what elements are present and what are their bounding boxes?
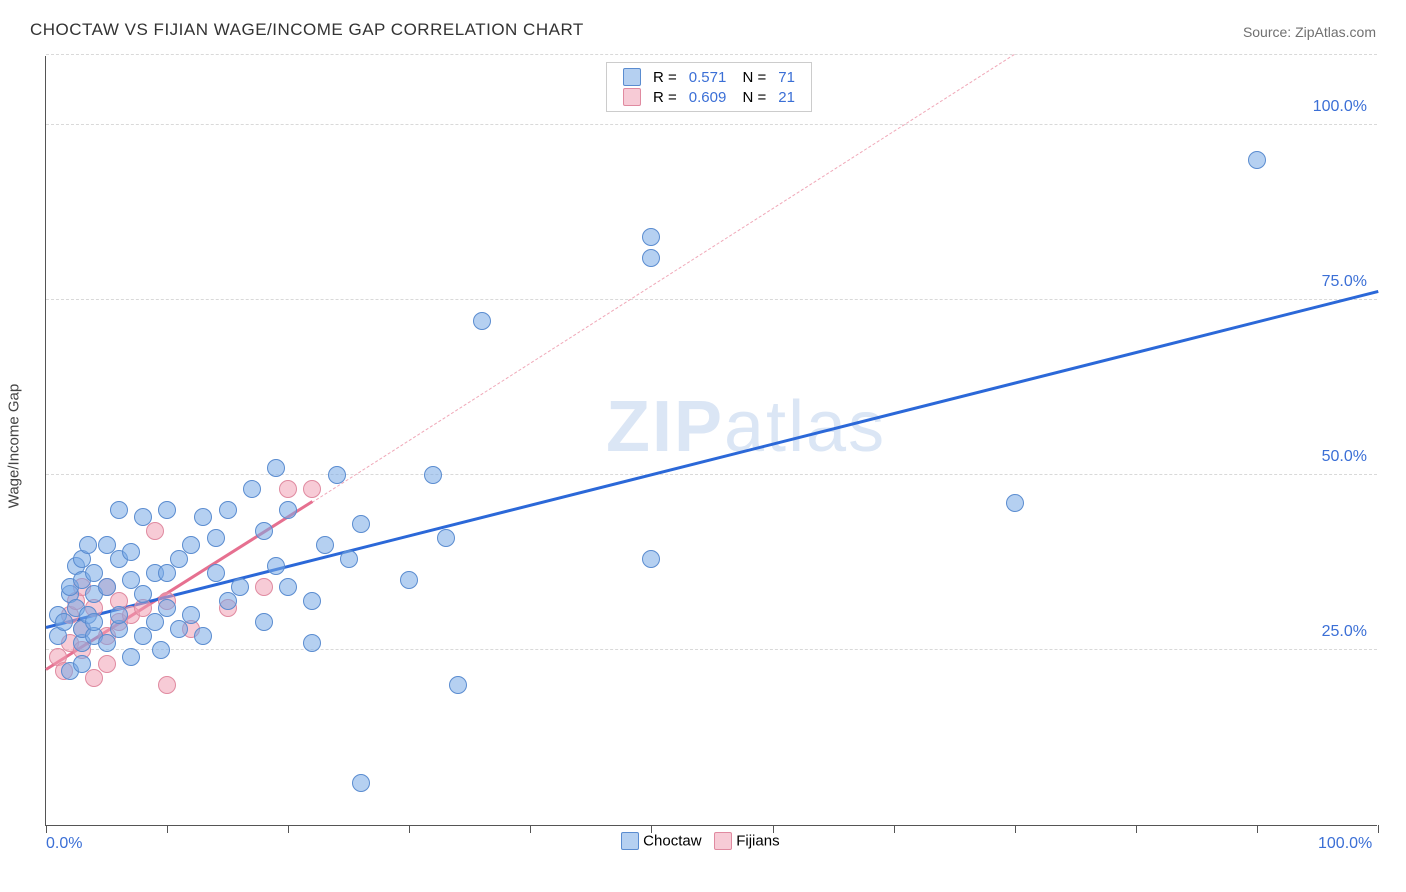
data-point bbox=[255, 613, 273, 631]
gridline bbox=[46, 299, 1377, 300]
swatch-icon bbox=[623, 88, 641, 106]
swatch-icon bbox=[714, 832, 732, 850]
data-point bbox=[303, 480, 321, 498]
data-point bbox=[98, 655, 116, 673]
data-point bbox=[73, 655, 91, 673]
data-point bbox=[328, 466, 346, 484]
gridline bbox=[46, 649, 1377, 650]
data-point bbox=[122, 648, 140, 666]
data-point bbox=[279, 578, 297, 596]
x-tick bbox=[894, 825, 895, 833]
data-point bbox=[316, 536, 334, 554]
data-point bbox=[449, 676, 467, 694]
data-point bbox=[267, 557, 285, 575]
data-point bbox=[158, 599, 176, 617]
x-tick-label: 0.0% bbox=[46, 835, 82, 853]
data-point bbox=[152, 641, 170, 659]
data-point bbox=[134, 585, 152, 603]
legend-series: Choctaw Fijians bbox=[621, 832, 780, 850]
data-point bbox=[279, 501, 297, 519]
data-point bbox=[279, 480, 297, 498]
x-tick bbox=[530, 825, 531, 833]
data-point bbox=[98, 578, 116, 596]
data-point bbox=[110, 606, 128, 624]
data-point bbox=[255, 578, 273, 596]
x-tick bbox=[409, 825, 410, 833]
data-point bbox=[55, 613, 73, 631]
trend-line bbox=[46, 290, 1379, 629]
scatter-plot: ZIPatlas 25.0%50.0%75.0%100.0%0.0%100.0%… bbox=[45, 56, 1377, 826]
data-point bbox=[207, 564, 225, 582]
data-point bbox=[352, 515, 370, 533]
data-point bbox=[134, 627, 152, 645]
data-point bbox=[473, 312, 491, 330]
data-point bbox=[219, 592, 237, 610]
data-point bbox=[1248, 151, 1266, 169]
data-point bbox=[267, 459, 285, 477]
chart-title: CHOCTAW VS FIJIAN WAGE/INCOME GAP CORREL… bbox=[30, 20, 584, 40]
swatch-icon bbox=[623, 68, 641, 86]
data-point bbox=[424, 466, 442, 484]
data-point bbox=[194, 508, 212, 526]
y-tick-label: 50.0% bbox=[1320, 448, 1369, 466]
gridline bbox=[46, 124, 1377, 125]
data-point bbox=[146, 613, 164, 631]
swatch-icon bbox=[621, 832, 639, 850]
data-point bbox=[437, 529, 455, 547]
data-point bbox=[303, 634, 321, 652]
legend-stats: R =0.571 N =71R =0.609 N =21 bbox=[606, 62, 812, 112]
data-point bbox=[243, 480, 261, 498]
data-point bbox=[182, 606, 200, 624]
x-tick bbox=[46, 825, 47, 833]
data-point bbox=[85, 613, 103, 631]
gridline bbox=[46, 474, 1377, 475]
data-point bbox=[642, 228, 660, 246]
data-point bbox=[352, 774, 370, 792]
data-point bbox=[303, 592, 321, 610]
data-point bbox=[146, 522, 164, 540]
data-point bbox=[255, 522, 273, 540]
y-tick-label: 100.0% bbox=[1311, 98, 1369, 116]
data-point bbox=[158, 676, 176, 694]
x-tick bbox=[1378, 825, 1379, 833]
trend-line bbox=[312, 54, 1015, 503]
data-point bbox=[642, 249, 660, 267]
data-point bbox=[122, 543, 140, 561]
data-point bbox=[182, 536, 200, 554]
data-point bbox=[642, 550, 660, 568]
data-point bbox=[194, 627, 212, 645]
data-point bbox=[207, 529, 225, 547]
data-point bbox=[134, 508, 152, 526]
data-point bbox=[231, 578, 249, 596]
data-point bbox=[110, 501, 128, 519]
data-point bbox=[98, 634, 116, 652]
x-tick bbox=[288, 825, 289, 833]
data-point bbox=[400, 571, 418, 589]
source-label: Source: ZipAtlas.com bbox=[1243, 24, 1376, 40]
data-point bbox=[170, 550, 188, 568]
x-tick-label: 100.0% bbox=[1318, 835, 1372, 853]
data-point bbox=[158, 501, 176, 519]
y-tick-label: 75.0% bbox=[1320, 273, 1369, 291]
gridline bbox=[46, 54, 1377, 55]
x-tick bbox=[167, 825, 168, 833]
data-point bbox=[79, 536, 97, 554]
data-point bbox=[340, 550, 358, 568]
x-tick bbox=[1257, 825, 1258, 833]
data-point bbox=[1006, 494, 1024, 512]
data-point bbox=[85, 669, 103, 687]
x-tick bbox=[1136, 825, 1137, 833]
y-axis-label: Wage/Income Gap bbox=[6, 384, 23, 509]
data-point bbox=[219, 501, 237, 519]
data-point bbox=[158, 564, 176, 582]
data-point bbox=[170, 620, 188, 638]
x-tick bbox=[1015, 825, 1016, 833]
y-tick-label: 25.0% bbox=[1320, 623, 1369, 641]
